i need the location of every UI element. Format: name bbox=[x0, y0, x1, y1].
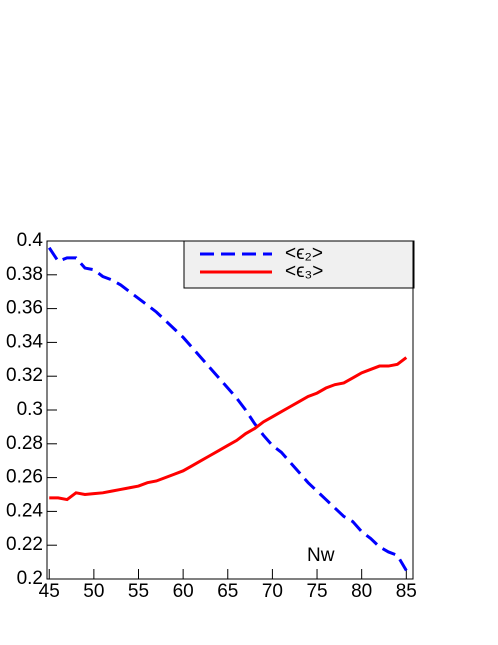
y-tick-label: 0.32 bbox=[6, 365, 43, 386]
legend-label: <ϵ₂> bbox=[285, 243, 323, 264]
series-line bbox=[49, 356, 408, 502]
y-tick-label: 0.22 bbox=[6, 534, 43, 555]
x-tick-label: 45 bbox=[39, 581, 60, 602]
y-tick-label: 0.24 bbox=[6, 500, 43, 521]
x-tick-label: 85 bbox=[396, 581, 417, 602]
legend-box bbox=[183, 240, 415, 289]
y-tick-label: 0.26 bbox=[6, 467, 43, 488]
x-tick-label: 70 bbox=[262, 581, 283, 602]
legend-label: <ϵ₃> bbox=[285, 261, 323, 282]
y-tick-label: 0.28 bbox=[6, 433, 43, 454]
x-axis-label: Nw bbox=[307, 545, 335, 566]
x-tick-label: 75 bbox=[306, 581, 327, 602]
x-tick-label: 65 bbox=[217, 581, 238, 602]
x-tick-label: 60 bbox=[173, 581, 194, 602]
y-tick-label: 0.4 bbox=[17, 230, 44, 251]
y-tick-label: 0.38 bbox=[6, 264, 43, 285]
x-tick-label: 50 bbox=[83, 581, 104, 602]
series-line bbox=[47, 246, 408, 572]
y-tick-label: 0.36 bbox=[6, 298, 43, 319]
y-tick-label: 0.2 bbox=[17, 568, 43, 589]
x-tick-label: 80 bbox=[351, 581, 372, 602]
y-tick-label: 0.3 bbox=[17, 399, 43, 420]
y-tick-label: 0.34 bbox=[6, 331, 43, 352]
x-tick-label: 55 bbox=[128, 581, 149, 602]
